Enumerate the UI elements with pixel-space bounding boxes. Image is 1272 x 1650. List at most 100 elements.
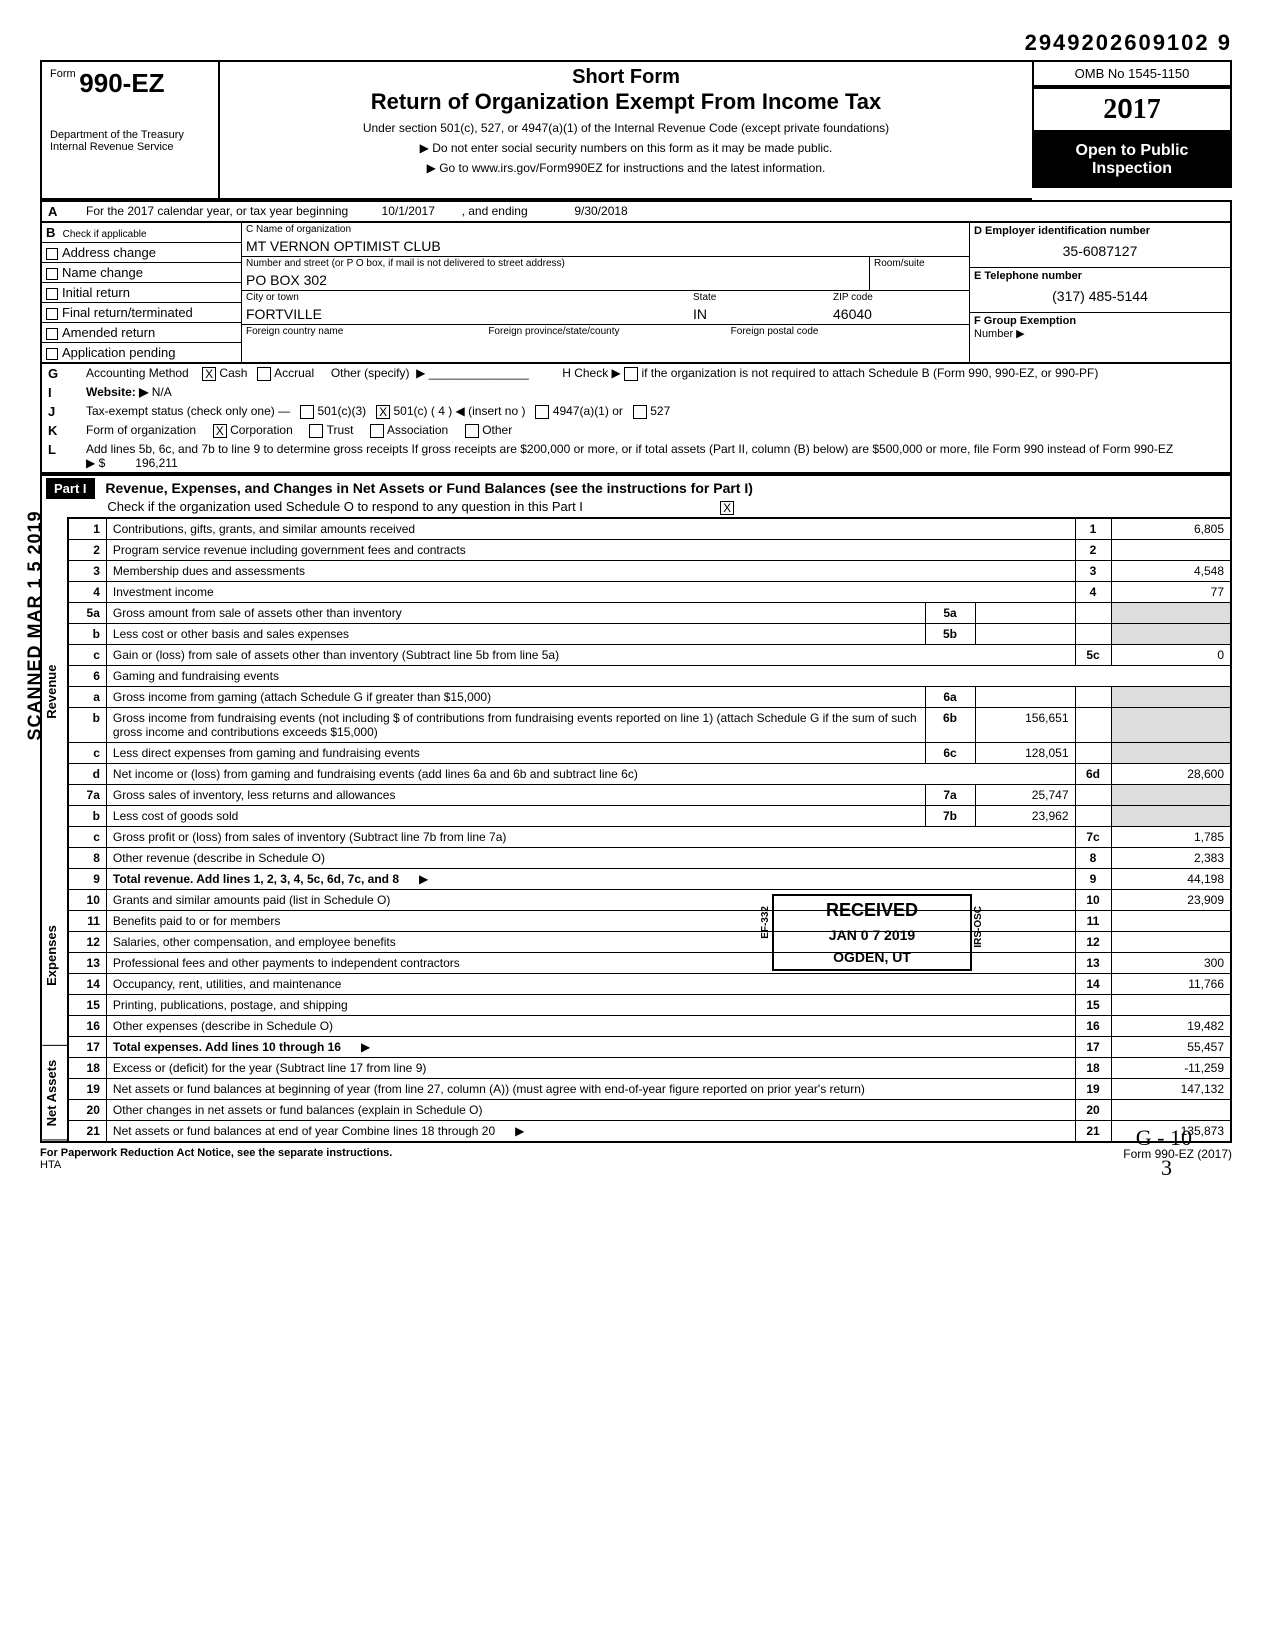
table-row: 3Membership dues and assessments34,548: [68, 560, 1231, 581]
line-value: [1111, 931, 1231, 952]
room-label: Room/suite: [870, 257, 969, 270]
line-number: 18: [68, 1057, 106, 1078]
line-value: 44,198: [1111, 868, 1231, 889]
part1-title: Revenue, Expenses, and Changes in Net As…: [105, 480, 753, 496]
mid-box: 7a: [925, 784, 975, 805]
line-value: 28,600: [1111, 763, 1231, 784]
line-number: 11: [68, 910, 106, 931]
table-row: 12Salaries, other compensation, and empl…: [68, 931, 1231, 952]
line-description: Other changes in net assets or fund bala…: [106, 1099, 1075, 1120]
line-value: [1111, 539, 1231, 560]
open-to-public: Open to Public Inspection: [1032, 132, 1232, 188]
line-description: Gross profit or (loss) from sales of inv…: [106, 826, 1075, 847]
checkbox-trust[interactable]: [309, 424, 323, 438]
shaded-box: [1075, 784, 1111, 805]
line-value: 11,766: [1111, 973, 1231, 994]
line-value: 0: [1111, 644, 1231, 665]
line-number: 16: [68, 1015, 106, 1036]
line-number: 4: [68, 581, 106, 602]
mid-box: 5a: [925, 602, 975, 623]
line-description: Gross income from gaming (attach Schedul…: [106, 686, 925, 707]
checkbox-amended-return[interactable]: [46, 328, 58, 340]
checkbox-initial-return[interactable]: [46, 288, 58, 300]
checkbox-accrual[interactable]: [257, 367, 271, 381]
line-description: Other expenses (describe in Schedule O): [106, 1015, 1075, 1036]
checkbox-schedule-o[interactable]: X: [720, 501, 734, 515]
table-row: 9Total revenue. Add lines 1, 2, 3, 4, 5c…: [68, 868, 1231, 889]
group-number-label: Number ▶: [974, 327, 1226, 340]
line-description: Membership dues and assessments: [106, 560, 1075, 581]
line-value: 147,132: [1111, 1078, 1231, 1099]
line-number: 21: [68, 1120, 106, 1142]
table-row: bGross income from fundraising events (n…: [68, 707, 1231, 742]
table-row: 5aGross amount from sale of assets other…: [68, 602, 1231, 623]
checkbox-association[interactable]: [370, 424, 384, 438]
name-label: C Name of organization: [242, 223, 969, 236]
mid-box: 5b: [925, 623, 975, 644]
accounting-method-row: Accounting Method X Cash Accrual Other (…: [82, 364, 1230, 383]
letter-k: K: [42, 421, 82, 440]
dept-irs: Internal Revenue Service: [50, 141, 210, 153]
line-description: Printing, publications, postage, and shi…: [106, 994, 1075, 1015]
mid-value: 128,051: [975, 742, 1075, 763]
label-application-pending: Application pending: [62, 345, 175, 360]
line-value: 2,383: [1111, 847, 1231, 868]
checkbox-527[interactable]: [633, 405, 647, 419]
checkbox-application-pending[interactable]: [46, 348, 58, 360]
table-row: 10Grants and similar amounts paid (list …: [68, 889, 1231, 910]
checkbox-cash[interactable]: X: [202, 367, 216, 381]
checkbox-4947[interactable]: [535, 405, 549, 419]
checkbox-other-org[interactable]: [465, 424, 479, 438]
label-initial-return: Initial return: [62, 285, 130, 300]
foreign-postal-label: Foreign postal code: [727, 325, 969, 338]
table-row: 21Net assets or fund balances at end of …: [68, 1120, 1231, 1142]
checkbox-final-return[interactable]: [46, 308, 58, 320]
line-number: 3: [68, 560, 106, 581]
document-locator-number: 2949202609102 9: [40, 30, 1232, 56]
ein-label: D Employer identification number: [974, 225, 1226, 237]
handwritten-g10: G - 10: [1136, 1125, 1192, 1151]
mid-value: [975, 686, 1075, 707]
table-row: 13Professional fees and other payments t…: [68, 952, 1231, 973]
line-box: 15: [1075, 994, 1111, 1015]
line-box: 7c: [1075, 826, 1111, 847]
table-row: 14Occupancy, rent, utilities, and mainte…: [68, 973, 1231, 994]
checkbox-501c3[interactable]: [300, 405, 314, 419]
line-box: 10: [1075, 889, 1111, 910]
line-number: a: [68, 686, 106, 707]
letter-a: A: [42, 202, 82, 221]
mid-box: 6b: [925, 707, 975, 742]
line-number: 8: [68, 847, 106, 868]
line-description: Investment income: [106, 581, 1075, 602]
part1-label: Part I: [46, 478, 95, 499]
line-number: c: [68, 742, 106, 763]
zip-value: 46040: [829, 304, 969, 324]
table-row: 2Program service revenue including gover…: [68, 539, 1231, 560]
side-label-expenses: Expenses: [42, 866, 67, 1046]
website-row: Website: ▶ N/A: [82, 383, 1230, 402]
period-end: 9/30/2018: [574, 204, 627, 218]
tax-exempt-row: Tax-exempt status (check only one) — 501…: [82, 402, 1230, 421]
shaded-box: [1075, 623, 1111, 644]
shaded-value: [1111, 805, 1231, 826]
letter-j: J: [42, 402, 82, 421]
open-public-line1: Open to Public: [1038, 142, 1226, 160]
line-description: Total expenses. Add lines 10 through 16 …: [106, 1036, 1075, 1057]
checkbox-name-change[interactable]: [46, 268, 58, 280]
form-prefix: Form: [50, 68, 76, 80]
table-row: 11Benefits paid to or for members11: [68, 910, 1231, 931]
short-form-title: Short Form: [230, 66, 1022, 89]
checkbox-address-change[interactable]: [46, 248, 58, 260]
goto-text: Go to www.irs.gov/Form990EZ for instruct…: [439, 161, 825, 175]
checkbox-corporation[interactable]: X: [213, 424, 227, 438]
table-row: cGain or (loss) from sale of assets othe…: [68, 644, 1231, 665]
table-row: 16Other expenses (describe in Schedule O…: [68, 1015, 1231, 1036]
line-box: 2: [1075, 539, 1111, 560]
shaded-box: [1075, 805, 1111, 826]
part1-header-row: Part I Revenue, Expenses, and Changes in…: [40, 474, 1232, 517]
line-description: Gain or (loss) from sale of assets other…: [106, 644, 1075, 665]
side-label-netassets: Net Assets: [42, 1046, 67, 1140]
checkbox-schedule-b[interactable]: [624, 367, 638, 381]
phone-value: (317) 485-5144: [974, 282, 1226, 310]
checkbox-501c[interactable]: X: [376, 405, 390, 419]
